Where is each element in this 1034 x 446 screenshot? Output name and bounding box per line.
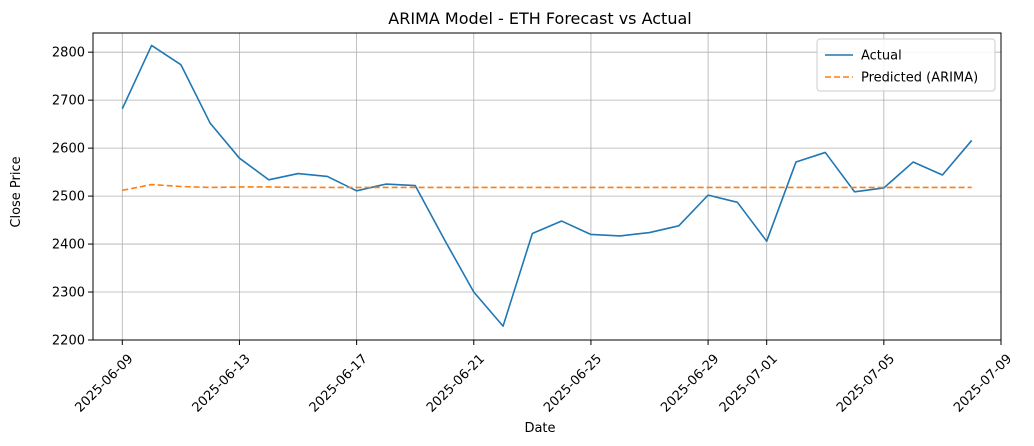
x-axis-title: Date [524,421,555,436]
actual-series-line [121,44,973,327]
y-axis: 2200 2300 2400 2500 2600 2700 2800 [52,46,93,349]
legend-label: Predicted (ARIMA) [861,71,978,86]
y-tick-label: 2200 [52,334,85,349]
plot-frame [92,32,1002,341]
predicted-series-line [122,183,972,192]
y-axis-title: Close Price [9,156,24,227]
y-tick-label: 2700 [52,94,85,109]
y-tick-label: 2400 [52,238,85,253]
series-lines [121,44,973,327]
y-tick-label: 2800 [52,46,85,61]
legend: Actual Predicted (ARIMA) [816,38,996,92]
y-tick-label: 2300 [52,286,85,301]
chart-title: ARIMA Model - ETH Forecast vs Actual [388,9,691,28]
legend-label: Actual [861,49,902,64]
legend-box [816,38,996,92]
y-tick-label: 2600 [52,142,85,157]
y-tick-label: 2500 [52,190,85,205]
